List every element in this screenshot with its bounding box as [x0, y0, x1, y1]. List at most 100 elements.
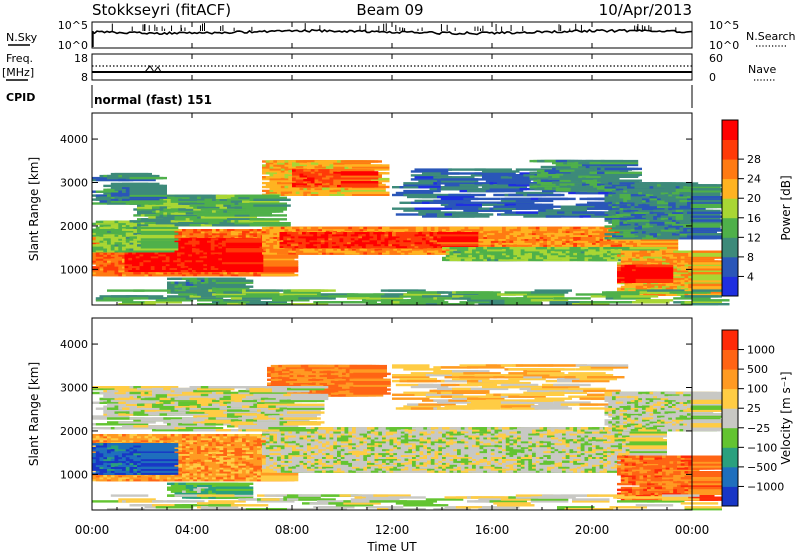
heatmap-cell	[140, 232, 179, 235]
heatmap-cell	[615, 233, 654, 236]
heatmap-cell	[687, 237, 725, 240]
heatmap-cell	[555, 167, 594, 171]
freq-glitch	[144, 65, 162, 73]
heatmap-cell	[440, 201, 479, 204]
heatmap-cell	[683, 225, 721, 228]
heatmap-cell	[418, 211, 456, 214]
nsky-line	[91, 28, 693, 36]
heatmap-cell	[422, 172, 460, 175]
heatmap-cell	[455, 203, 494, 206]
heatmap-cell	[587, 201, 625, 204]
heatmap-cell	[538, 211, 576, 214]
heatmap-cell	[440, 172, 479, 175]
heatmap-cell	[640, 240, 679, 243]
heatmap-cell	[660, 182, 699, 185]
heatmap-cell	[140, 248, 179, 251]
heatmap-cell	[690, 233, 729, 236]
heatmap-cell	[687, 211, 725, 214]
heatmap-cell	[137, 236, 175, 239]
heatmap-cell	[129, 190, 167, 193]
heatmap-cell	[515, 191, 554, 195]
heatmap-cell	[579, 203, 617, 206]
nave-label: Nave	[748, 63, 776, 76]
heatmap-cell	[440, 235, 479, 239]
heatmap-cell	[245, 210, 284, 213]
heatmap-cell	[683, 186, 721, 189]
heatmap-cell	[474, 168, 512, 171]
heatmap-cell	[333, 179, 371, 182]
heatmap-cell	[600, 159, 639, 163]
heatmap-cell	[452, 207, 490, 210]
heatmap-cell	[683, 227, 721, 230]
heatmap-cell	[225, 252, 264, 255]
heatmap-cell	[225, 240, 264, 243]
heatmap-cell	[95, 232, 134, 235]
heatmap-cell	[107, 176, 145, 180]
nsky-tick-low: 10^0	[58, 39, 88, 52]
heatmap-cell	[448, 193, 486, 197]
heatmap-cell	[474, 209, 512, 212]
heatmap-cell	[227, 198, 265, 201]
heatmap-cell	[189, 218, 227, 221]
heatmap-cell	[260, 262, 299, 265]
heatmap-cell	[178, 210, 216, 213]
heatmap-cell	[95, 222, 134, 226]
heatmap-cell	[185, 202, 224, 205]
heatmap-cell	[444, 205, 482, 208]
heatmap-cell	[500, 213, 539, 216]
heatmap-cell	[687, 197, 725, 201]
heatmap-cell	[140, 228, 179, 231]
heatmap-cell	[515, 203, 554, 206]
heatmap-cell	[440, 243, 479, 247]
heatmap-cell	[340, 181, 379, 184]
heatmap-cell	[144, 204, 182, 207]
heatmap-cell	[668, 207, 706, 211]
heatmap-cell	[508, 205, 546, 208]
date-title: 10/Apr/2013	[599, 1, 692, 19]
heatmap-cell	[534, 205, 572, 208]
heatmap-cell	[234, 212, 272, 215]
heatmap-cell	[687, 201, 725, 205]
heatmap-cell	[225, 250, 264, 253]
heatmap-cell	[452, 215, 490, 218]
heatmap-cell	[352, 193, 390, 196]
heatmap-cell	[225, 265, 264, 269]
heatmap-cell	[549, 209, 587, 212]
nsearch-tick-high: 10^5	[709, 19, 739, 32]
heatmap-cell	[260, 264, 299, 267]
heatmap-cell	[225, 248, 264, 251]
heatmap-cell	[253, 224, 291, 227]
heatmap-cell	[129, 194, 167, 197]
heatmap-cell	[690, 199, 729, 203]
heatmap-cell	[403, 184, 441, 187]
nsky-label: N.Sky	[6, 31, 38, 44]
heatmap-cell	[418, 186, 456, 189]
nsky-panel: N.Sky 10^5 10^0 10^5 10^0 N.Search	[6, 19, 796, 52]
heatmap-cell	[414, 178, 452, 181]
heatmap-cell	[344, 160, 382, 163]
heatmap-cell	[515, 199, 554, 203]
heatmap-cell	[242, 200, 280, 203]
heatmap-cell	[170, 200, 209, 203]
heatmap-cell	[690, 215, 729, 218]
heatmap-cell	[574, 187, 612, 190]
heatmap-cell	[242, 220, 280, 223]
heatmap-cell	[260, 256, 299, 259]
heatmap-cell	[493, 207, 531, 210]
heatmap-cell	[340, 184, 379, 188]
heatmap-cell	[352, 164, 390, 167]
heatmap-cell	[683, 192, 721, 195]
heatmap-cell	[348, 187, 386, 191]
heatmap-cell	[570, 189, 609, 192]
heatmap-cell	[437, 182, 475, 185]
cpid-label: CPID	[6, 91, 35, 104]
heatmap-cell	[410, 174, 449, 177]
heatmap-cell	[292, 189, 330, 193]
heatmap-cell	[568, 207, 606, 210]
freq-label-bottom: [MHz]	[2, 66, 34, 79]
heatmap-cell	[219, 216, 257, 219]
heatmap-cell	[679, 231, 717, 234]
heatmap-cell	[352, 166, 390, 169]
